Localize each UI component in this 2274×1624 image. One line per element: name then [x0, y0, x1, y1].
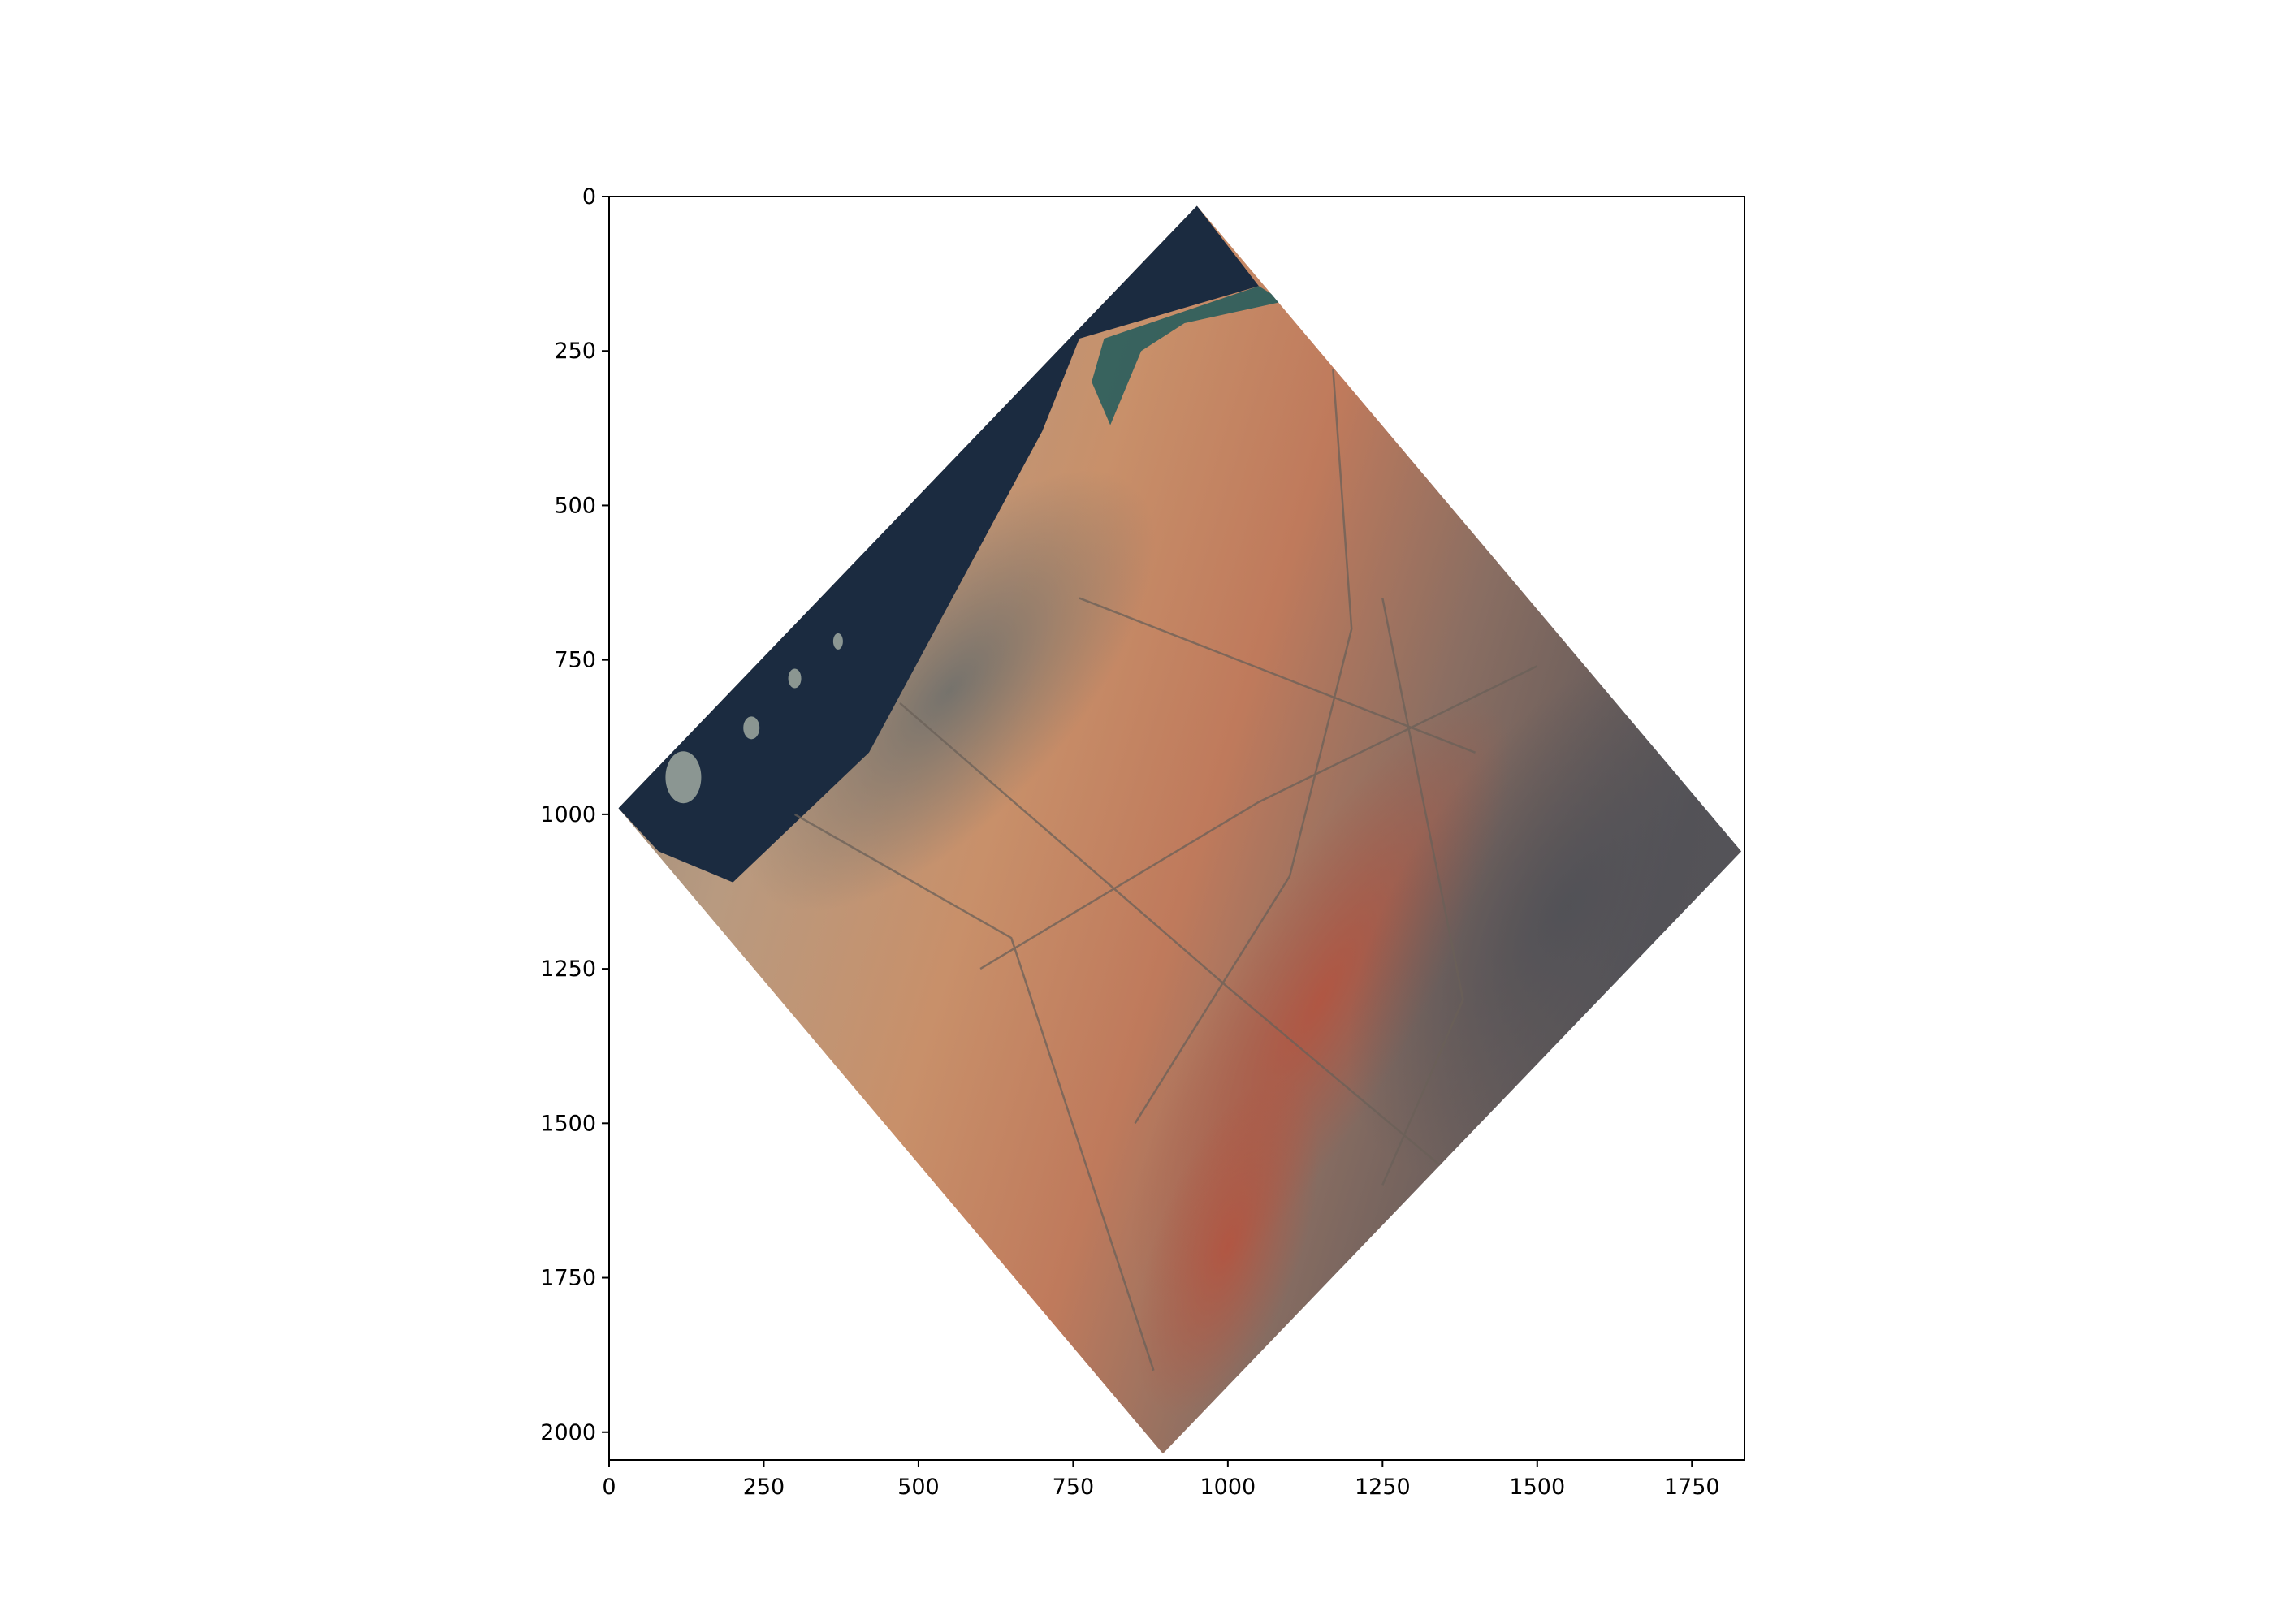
- island-shape: [743, 716, 760, 740]
- road-line: [899, 702, 1538, 1248]
- road-line: [793, 813, 1155, 1371]
- red-dune-zone-secondary: [1135, 1077, 1321, 1417]
- palm-islands: [665, 633, 843, 804]
- x-tick-label: 250: [743, 1475, 785, 1500]
- road-network: [793, 369, 1538, 1371]
- y-tick-label: 1250: [540, 957, 596, 982]
- y-tick-label: 500: [554, 493, 596, 518]
- x-tick-label: 500: [897, 1475, 940, 1500]
- y-tick-label: 250: [554, 339, 596, 364]
- x-tick-label: 1250: [1355, 1475, 1411, 1500]
- x-axis-ticks: 0 250 500 750 1000 1250 1500 1750: [602, 1460, 1720, 1500]
- x-tick-label: 0: [602, 1475, 616, 1500]
- y-tick-label: 750: [554, 648, 596, 673]
- y-axis-ticks: 0 250 500 750 1000 1250 1500 1750 2000: [540, 184, 609, 1445]
- sea-area: [618, 205, 1259, 883]
- x-tick-label: 1750: [1664, 1475, 1720, 1500]
- y-tick-label: 1500: [540, 1111, 596, 1136]
- shallow-lagoon: [1092, 286, 1284, 425]
- x-tick-label: 1500: [1509, 1475, 1565, 1500]
- island-shape: [665, 751, 702, 804]
- y-tick-label: 2000: [540, 1420, 596, 1445]
- island-shape: [788, 668, 802, 689]
- y-tick-label: 0: [582, 184, 596, 209]
- road-line: [1134, 369, 1353, 1124]
- satellite-image: [618, 205, 1742, 1454]
- island-shape: [832, 633, 843, 650]
- y-tick-label: 1000: [540, 802, 596, 827]
- road-line: [979, 665, 1538, 970]
- x-tick-label: 1000: [1200, 1475, 1256, 1500]
- axes-frame: [608, 196, 1745, 1461]
- y-tick-label: 1750: [540, 1266, 596, 1291]
- urban-area: [743, 469, 1156, 912]
- road-line: [1381, 598, 1464, 1186]
- x-tick-label: 750: [1053, 1475, 1095, 1500]
